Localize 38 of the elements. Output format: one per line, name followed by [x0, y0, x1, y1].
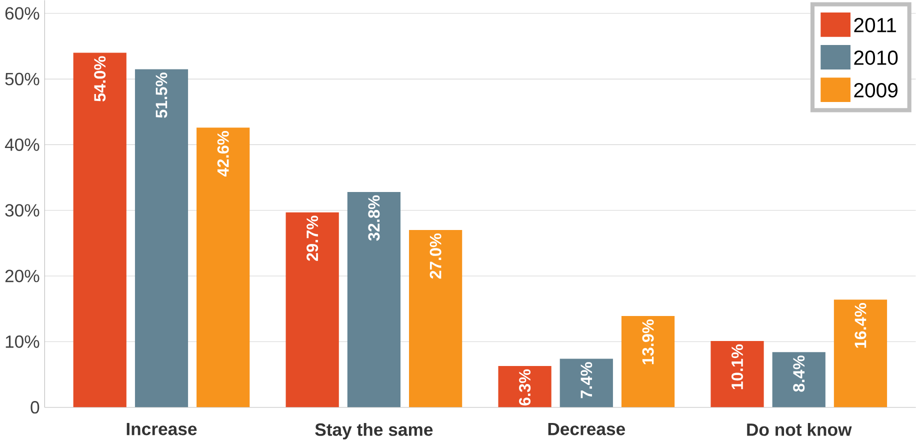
x-tick-label: Do not know [747, 422, 852, 436]
bar [710, 341, 764, 408]
bar [834, 300, 888, 408]
y-tick-label: 0 [30, 401, 40, 414]
data-label: 13.9% [642, 320, 654, 364]
bar [286, 212, 339, 408]
data-label: 8.4% [793, 356, 805, 392]
data-label: 51.5% [156, 72, 168, 118]
data-label: 29.7% [306, 216, 318, 261]
bar [73, 52, 126, 408]
y-tick-label: 50% [5, 72, 40, 86]
legend-label: 2009 [854, 83, 898, 98]
y-tick-label: 10% [6, 335, 40, 348]
data-label: 42.6% [217, 131, 229, 177]
x-tick-label: Increase [126, 422, 197, 436]
bar [409, 230, 462, 408]
y-tick-label: 60% [5, 7, 40, 20]
data-label: 32.8% [368, 195, 380, 241]
y-tick-label: 20% [5, 270, 40, 282]
bar [621, 316, 675, 408]
y-tick-label: 30% [5, 204, 40, 217]
bar [196, 128, 250, 408]
data-label: 54.0% [94, 56, 106, 102]
x-tick-label: Stay the same [315, 422, 433, 440]
data-label: 27.0% [430, 234, 442, 279]
bar [347, 192, 401, 408]
bar [498, 366, 552, 408]
legend-label: 2011 [854, 18, 896, 32]
bar [772, 352, 826, 408]
data-label: 6.3% [519, 369, 531, 406]
x-tick-label: Decrease [548, 422, 626, 436]
bar [560, 358, 613, 408]
data-label: 10.1% [732, 344, 744, 390]
y-tick-label: 40% [4, 138, 40, 151]
data-label: 16.4% [854, 303, 866, 348]
data-label: 7.4% [580, 362, 592, 398]
bar [134, 69, 188, 408]
legend-label: 2010 [854, 50, 898, 65]
